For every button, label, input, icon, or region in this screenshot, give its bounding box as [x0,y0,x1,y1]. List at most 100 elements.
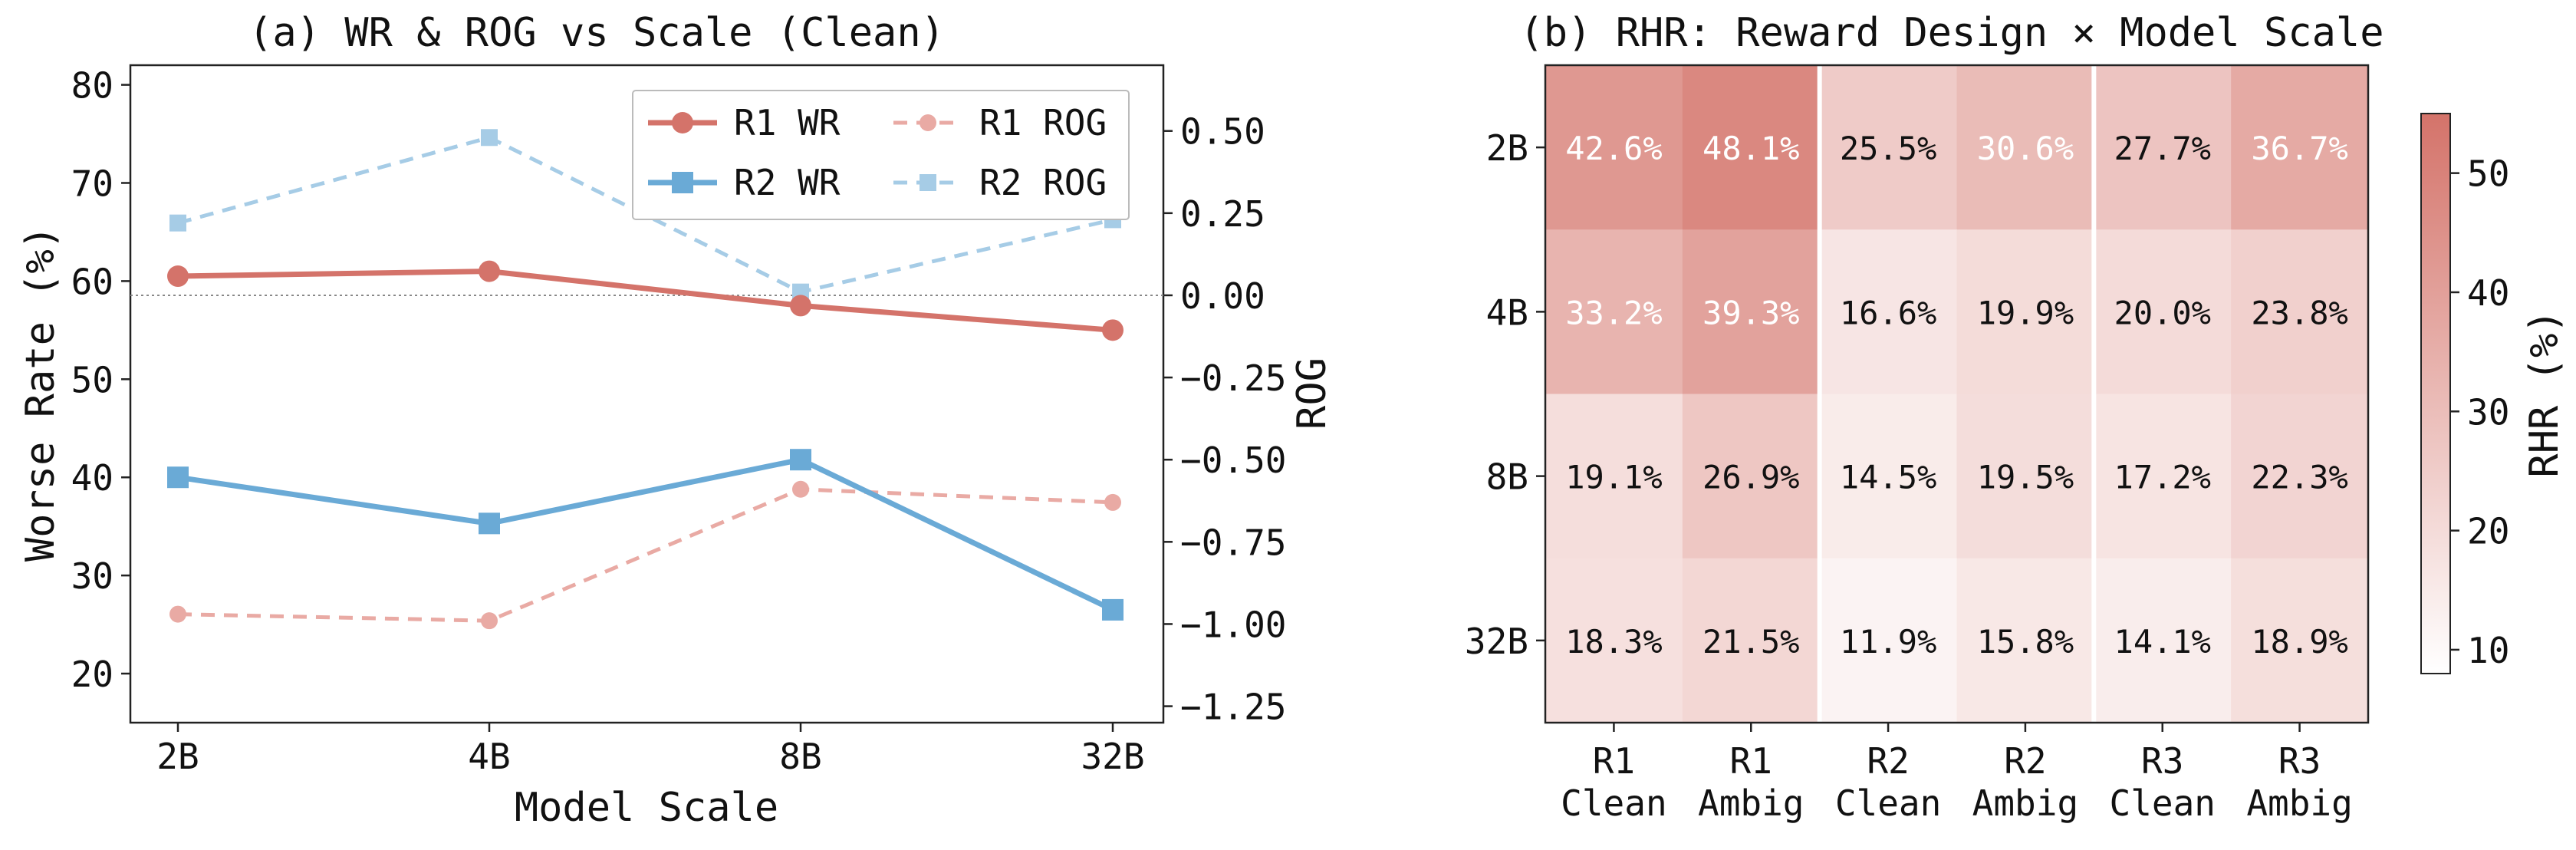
chart-title: (a) WR & ROG vs Scale (Clean) [248,10,945,56]
heatmap-cell-label: 25.5% [1840,130,1936,167]
column-label-line2: Ambig [2246,782,2352,824]
y-tick-label: 40 [71,457,114,499]
x-axis-label: Model Scale [515,785,778,831]
colorbar-tick-label: 20 [2467,511,2509,552]
marker-r1-rog [169,605,186,623]
y2-tick-label: 0.25 [1180,193,1265,235]
row-label: 2B [1486,127,1528,169]
series-lines [177,135,1114,623]
heatmap-column-labels: R1CleanR1AmbigR2CleanR2AmbigR3CleanR3Amb… [1561,723,2353,824]
marker-r1-rog [1104,493,1121,511]
y2-tick-label: −0.50 [1180,440,1286,481]
y2-axis-label: ROG [1289,357,1335,430]
column-label-line2: Clean [1835,782,1941,824]
y-axis-ticks: 20 30 40 50 60 70 80 [71,65,130,695]
heatmap-cell [2094,229,2232,394]
colorbar-tick-label: 10 [2467,630,2509,671]
heatmap-cell-label: 42.6% [1565,130,1662,167]
y-tick-label: 30 [71,555,114,597]
row-label: 4B [1486,292,1528,333]
colorbar-tick-label: 30 [2467,391,2509,433]
legend-marker-r2-wr [672,172,693,193]
heatmap-cell-label: 19.9% [1977,294,2074,331]
heatmap-cell-label: 17.2% [2114,459,2211,496]
heatmap-cell-label: 39.3% [1703,294,1799,331]
marker-r1-wr [1102,319,1124,341]
marker-r2-rog [169,214,186,232]
heatmap-cell-label: 21.5% [1703,623,1799,661]
y2-tick-label: −1.25 [1180,687,1286,728]
marker-r1-wr [167,265,189,288]
y-tick-label: 50 [71,359,114,400]
y2-tick-label: 0.00 [1180,275,1265,317]
series-line-r1-wr [177,269,1114,333]
x-tick-label: 8B [779,736,821,777]
y2-tick-label: 0.50 [1180,111,1265,153]
heatmap-cell [2094,558,2232,723]
column-label-line2: Clean [1561,782,1666,824]
heatmap-cell [1956,394,2094,559]
colorbar-tick-label: 50 [2467,153,2509,195]
colorbar [2420,113,2451,674]
legend-label-r1-wr: R1 WR [734,102,841,143]
heatmap-cell-label: 22.3% [2251,459,2347,496]
heatmap-cell [2231,65,2369,230]
marker-r2-wr [167,466,189,489]
heatmap-cell [1956,558,2094,723]
heatmap-cell [1819,229,1957,394]
marker-r1-wr [479,260,500,282]
heatmap-cell [1545,65,1683,230]
row-label: 32B [1465,621,1528,662]
marker-r2-rog [481,129,498,147]
heatmap-cell [1956,229,2094,394]
legend-frame [632,90,1130,220]
column-label-line2: Ambig [1698,782,1804,824]
heatmap-cell [2231,558,2369,723]
heatmap-frame [1544,64,2370,724]
column-label-line1: R2 [2004,740,2046,782]
heatmap-cell [1545,558,1683,723]
y-tick-label: 60 [71,261,114,302]
column-label-line1: R1 [1593,740,1635,782]
y2-tick-label: −0.75 [1180,522,1286,563]
heatmap-cell-label: 27.7% [2114,130,2211,167]
y-tick-label: 70 [71,163,114,204]
legend-label-r1-rog: R1 ROG [979,102,1107,143]
column-label-line2: Ambig [1972,782,2078,824]
marker-r2-wr [479,512,500,535]
heatmap-cell [1545,229,1683,394]
heatmap-cell-labels: 42.6% 48.1% 25.5% 30.6% 27.7% 36.7% 33.2% 39.3%… [1565,130,2348,661]
column-label-line1: R2 [1867,740,1909,782]
heatmap-cell [2094,65,2232,230]
heatmap-cell [1819,394,1957,559]
heatmap-cell-label: 16.6% [1840,294,1936,331]
heatmap-cell-label: 23.8% [2251,294,2347,331]
x-tick-label: 32B [1081,736,1144,777]
heatmap-cell [1545,394,1683,559]
legend-marker-r1-rog [920,114,936,131]
y-tick-label: 20 [71,654,114,695]
heatmap-cell [2094,394,2232,559]
heatmap-cell-label: 14.1% [2114,623,2211,661]
heatmap-cell-label: 36.7% [2251,130,2347,167]
row-label: 8B [1486,456,1528,498]
heatmap-cell-label: 19.5% [1977,459,2074,496]
heatmap-cell-label: 33.2% [1565,294,1662,331]
heatmap-cell [1682,558,1821,723]
legend: R1 WR R1 ROG R2 WR R2 ROG [632,90,1130,220]
y2-tick-label: −1.00 [1180,604,1286,645]
x-tick-label: 4B [468,736,510,777]
y-axis-label: Worse Rate (%) [18,226,64,562]
column-label-line2: Clean [2110,782,2216,824]
colorbar-ticks: 10 20 30 40 50 [2450,153,2509,671]
marker-r1-rog [792,480,809,498]
heatmap-cell [2231,394,2369,559]
heatmap-cell [1819,65,1957,230]
plot-area-frame [129,64,1165,724]
series-line-r2-wr [177,456,1114,613]
heatmap-cell [1682,394,1821,559]
marker-r1-wr [790,295,811,317]
heatmap-cell-label: 30.6% [1977,130,2074,167]
heatmap-cell-label: 18.9% [2251,623,2347,661]
